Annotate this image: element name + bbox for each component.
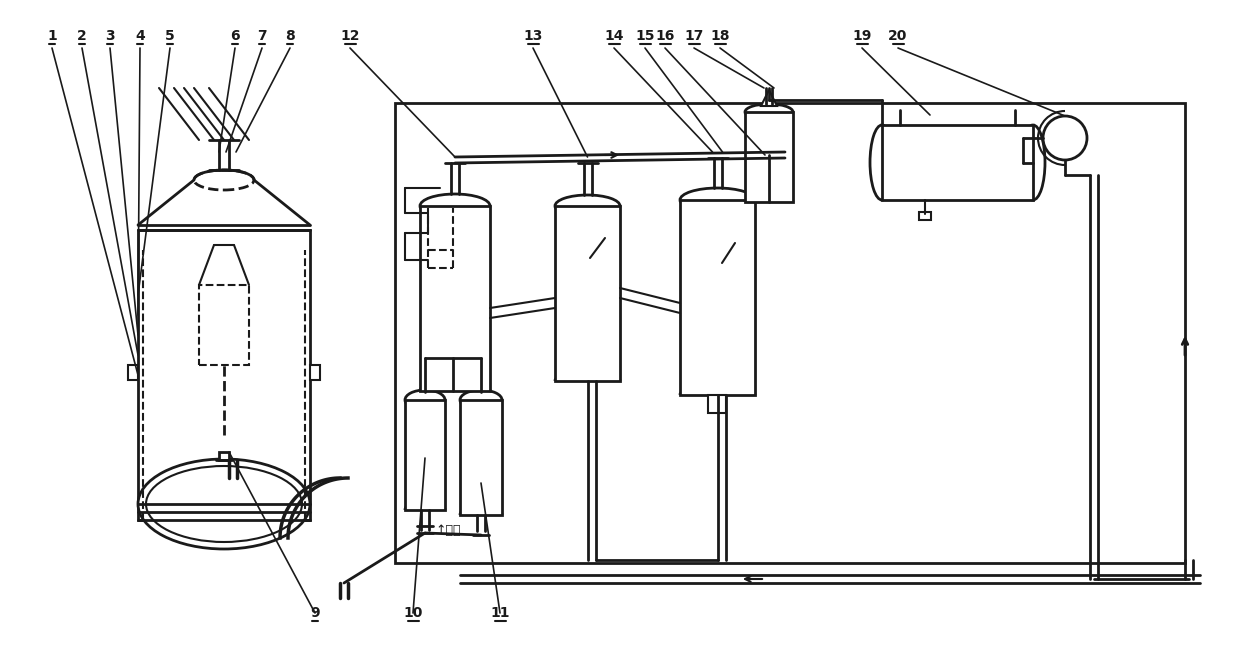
- Bar: [128, 365, 138, 380]
- Ellipse shape: [146, 466, 303, 542]
- Text: 14: 14: [604, 29, 624, 43]
- Text: 10: 10: [403, 606, 423, 620]
- Text: 12: 12: [340, 29, 360, 43]
- Ellipse shape: [138, 459, 310, 549]
- Polygon shape: [761, 90, 777, 106]
- Text: 8: 8: [285, 29, 295, 43]
- Bar: [745, 112, 794, 202]
- Ellipse shape: [556, 195, 620, 217]
- Circle shape: [1043, 116, 1087, 160]
- Ellipse shape: [870, 125, 894, 200]
- Ellipse shape: [745, 104, 794, 120]
- Bar: [882, 125, 1033, 200]
- Ellipse shape: [405, 390, 445, 410]
- Text: 13: 13: [523, 29, 543, 43]
- Text: 9: 9: [310, 606, 320, 620]
- Text: 16: 16: [655, 29, 675, 43]
- Bar: [138, 230, 310, 520]
- Bar: [198, 285, 249, 365]
- Text: 11: 11: [490, 606, 510, 620]
- Text: 3: 3: [105, 29, 115, 43]
- Bar: [396, 103, 1185, 563]
- Text: 5: 5: [165, 29, 175, 43]
- Ellipse shape: [193, 170, 254, 190]
- Text: 2: 2: [77, 29, 87, 43]
- Bar: [460, 400, 502, 515]
- Bar: [708, 395, 725, 413]
- Bar: [556, 206, 620, 381]
- Bar: [310, 365, 320, 380]
- Text: 6: 6: [231, 29, 239, 43]
- Text: 19: 19: [852, 29, 872, 43]
- Text: 4: 4: [135, 29, 145, 43]
- Ellipse shape: [460, 390, 502, 410]
- Bar: [219, 452, 229, 460]
- Bar: [919, 212, 931, 220]
- Text: 20: 20: [888, 29, 908, 43]
- Text: 17: 17: [684, 29, 703, 43]
- Text: ↑放空: ↑放空: [435, 524, 461, 537]
- Text: 7: 7: [257, 29, 267, 43]
- Bar: [420, 206, 490, 391]
- Ellipse shape: [680, 188, 755, 212]
- Bar: [680, 200, 755, 395]
- Bar: [405, 400, 445, 510]
- Text: 1: 1: [47, 29, 57, 43]
- Ellipse shape: [420, 194, 490, 218]
- Text: 18: 18: [711, 29, 730, 43]
- Text: 15: 15: [635, 29, 655, 43]
- Ellipse shape: [1021, 125, 1045, 200]
